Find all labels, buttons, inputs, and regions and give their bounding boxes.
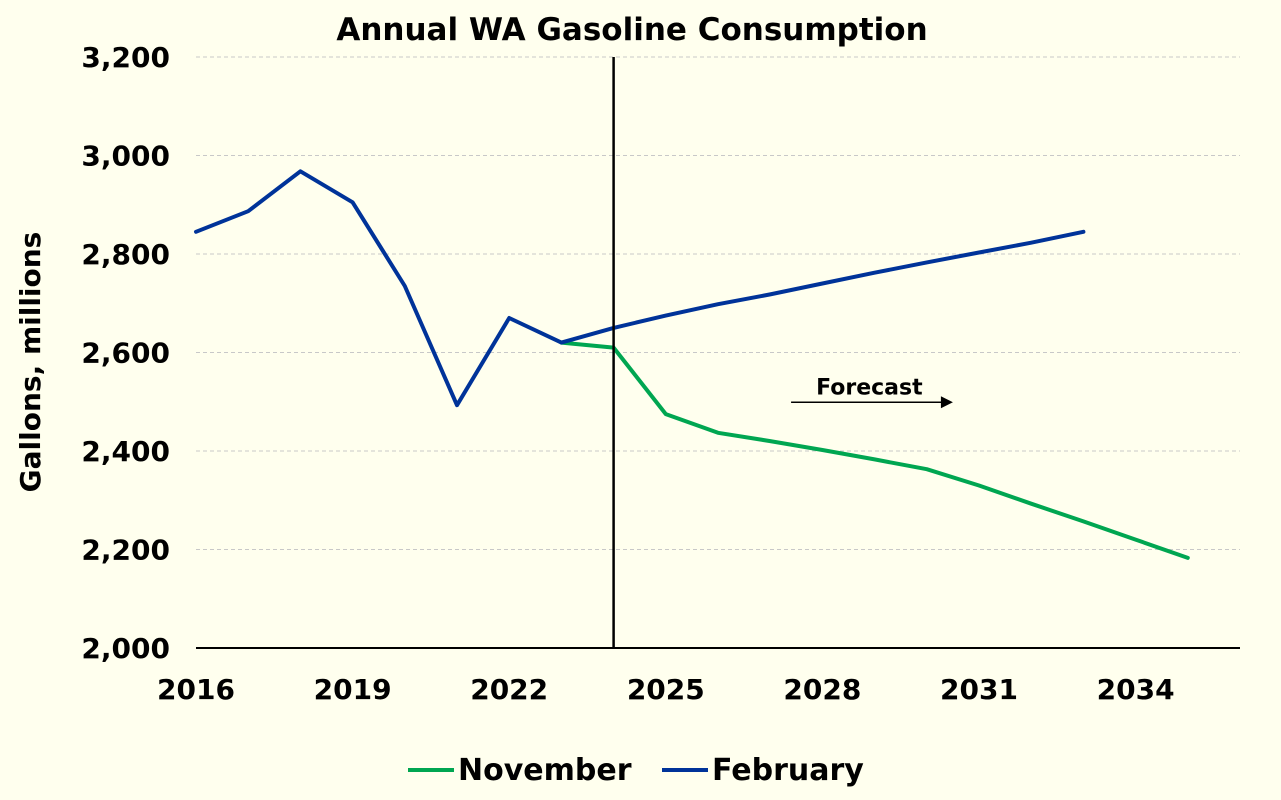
x-tick-label: 2022 — [470, 673, 548, 706]
x-tick-label: 2034 — [1097, 673, 1175, 706]
x-tick-label: 2031 — [940, 673, 1018, 706]
gridlines — [196, 56, 1240, 550]
x-tick-label: 2019 — [314, 673, 392, 706]
series-line-november — [559, 340, 1190, 560]
axes: 2,000 2,200 2,400 2,600 2,800 3,000 3,200 2016 2… — [81, 41, 1240, 706]
forecast-label: Forecast — [816, 375, 923, 400]
x-tick-label: 2016 — [157, 673, 235, 706]
y-tick-label: 2,600 — [81, 337, 170, 370]
y-tick-label: 2,400 — [81, 435, 170, 468]
x-tick-label: 2028 — [783, 673, 861, 706]
legend: November February — [408, 753, 864, 788]
forecast-arrow-head — [940, 396, 953, 409]
y-axis-label: Gallons, millions — [14, 232, 47, 493]
y-tick-label: 2,800 — [81, 238, 170, 271]
y-tick-label: 2,000 — [81, 632, 170, 665]
y-tick-label: 3,000 — [81, 140, 170, 173]
chart-title: Annual WA Gasoline Consumption — [336, 12, 927, 48]
forecast-annotation: Forecast — [612, 57, 953, 648]
legend-label-february: February — [712, 753, 864, 788]
legend-label-november: November — [458, 753, 632, 788]
series-line-february — [194, 169, 1086, 408]
series-layer — [194, 169, 1190, 560]
x-tick-label: 2025 — [627, 673, 705, 706]
y-tick-label: 2,200 — [81, 534, 170, 567]
y-tick-label: 3,200 — [81, 41, 170, 74]
